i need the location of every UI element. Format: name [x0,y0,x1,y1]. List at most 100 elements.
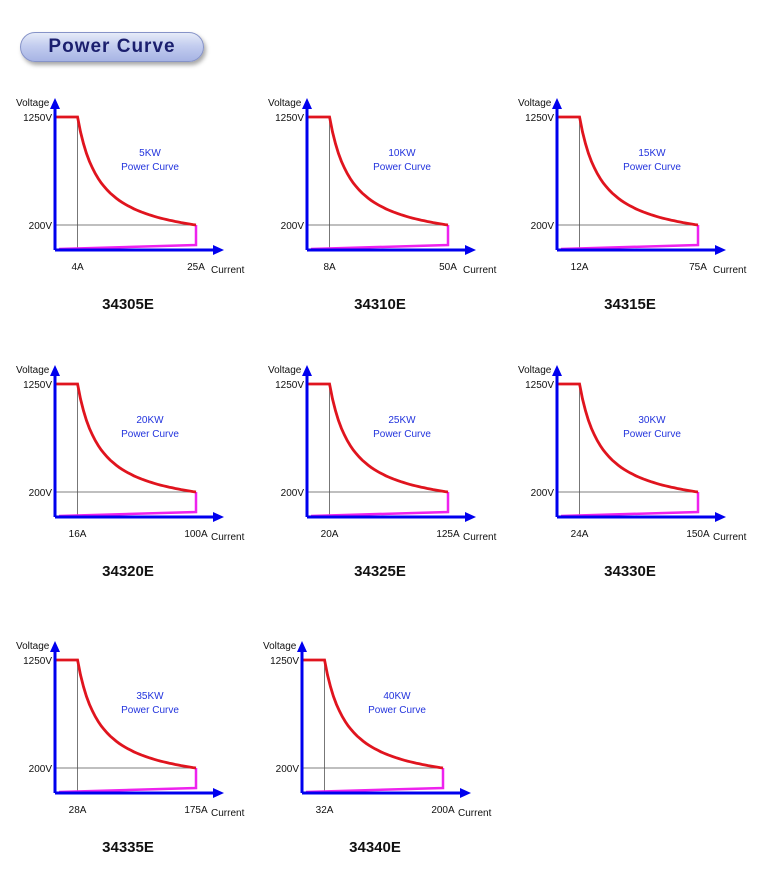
y-axis-arrow-icon [552,98,562,109]
model-number: 34305E [102,296,154,313]
tick-label-v-min: 200V [281,488,305,499]
x-axis-arrow-icon [465,512,476,522]
tick-label-v-min: 200V [29,221,53,232]
tick-label-i-min: 4A [71,262,84,273]
power-rating-label: 30KW [638,415,666,426]
power-rating-label: 5KW [139,148,161,159]
model-number: 34315E [604,296,656,313]
model-number: 34325E [354,563,406,580]
power-curve-chart: Voltage Current 1250V 200V 4A 25A 5KW Power Cur… [0,90,250,330]
y-axis-label: Voltage [16,365,50,376]
tick-label-i-max: 150A [686,529,710,540]
x-axis-label: Current [211,808,245,819]
chart-svg: Voltage Current 1250V 200V 24A 150A 30KW Power … [518,365,747,543]
model-number: 34310E [354,296,406,313]
tick-label-v-max: 1250V [23,656,52,667]
power-rating-label: 40KW [383,691,411,702]
x-axis-arrow-icon [465,245,476,255]
tick-label-i-min: 12A [571,262,589,273]
x-axis-label: Current [211,532,245,543]
y-axis-label: Voltage [268,365,302,376]
model-number: 34330E [604,563,656,580]
power-curve-chart: Voltage Current 1250V 200V 32A 200A 40KW Power … [247,633,497,873]
chart-svg: Voltage Current 1250V 200V 12A 75A 15KW Power C… [518,98,747,276]
y-axis-label: Voltage [263,641,297,652]
power-curve-chart: Voltage Current 1250V 200V 20A 125A 25KW Power … [252,357,502,597]
curve-caption: Power Curve [373,162,431,173]
x-axis-arrow-icon [213,788,224,798]
power-rating-label: 10KW [388,148,416,159]
chart-svg: Voltage Current 1250V 200V 20A 125A 25KW Power … [268,365,497,543]
x-axis-arrow-icon [213,245,224,255]
tick-label-i-max: 125A [436,529,460,540]
y-axis-arrow-icon [50,98,60,109]
chart-svg: Voltage Current 1250V 200V 8A 50A 10KW Power Cu… [268,98,497,276]
chart-svg: Voltage Current 1250V 200V 28A 175A 35KW Power … [16,641,245,819]
power-curve-line [302,658,444,770]
chart-svg: Voltage Current 1250V 200V 16A 100A 20KW Power … [16,365,245,543]
power-curve-title: Power Curve [20,32,204,62]
tick-label-v-min: 200V [281,221,305,232]
power-curve-line [55,658,197,770]
y-axis-label: Voltage [16,98,50,109]
tick-label-i-max: 25A [187,262,205,273]
y-axis-arrow-icon [50,641,60,652]
tick-label-v-max: 1250V [525,380,554,391]
tick-label-v-max: 1250V [23,380,52,391]
power-curve-line [55,382,197,494]
curve-caption: Power Curve [121,162,179,173]
power-curve-line [307,382,449,494]
tick-label-v-min: 200V [276,764,300,775]
x-axis-arrow-icon [213,512,224,522]
tick-label-v-min: 200V [29,764,53,775]
tick-label-i-max: 50A [439,262,457,273]
tick-label-v-min: 200V [531,221,555,232]
tick-label-v-max: 1250V [275,380,304,391]
curve-caption: Power Curve [121,429,179,440]
power-curve-chart: Voltage Current 1250V 200V 8A 50A 10KW Power Cu… [252,90,502,330]
tick-label-i-min: 20A [321,529,339,540]
power-curve-chart: Voltage Current 1250V 200V 16A 100A 20KW Power … [0,357,250,597]
return-line [58,492,198,518]
model-number: 34335E [102,839,154,856]
power-rating-label: 35KW [136,691,164,702]
tick-label-v-max: 1250V [525,113,554,124]
curve-caption: Power Curve [373,429,431,440]
x-axis-arrow-icon [715,512,726,522]
chart-svg: Voltage Current 1250V 200V 32A 200A 40KW Power … [263,641,492,819]
x-axis-label: Current [713,532,747,543]
y-axis-label: Voltage [268,98,302,109]
y-axis-arrow-icon [552,365,562,376]
tick-label-i-min: 24A [571,529,589,540]
power-curve-chart: Voltage Current 1250V 200V 12A 75A 15KW Power C… [502,90,752,330]
tick-label-i-max: 200A [431,805,455,816]
power-curve-chart: Voltage Current 1250V 200V 28A 175A 35KW Power … [0,633,250,873]
power-curve-chart: Voltage Current 1250V 200V 24A 150A 30KW Power … [502,357,752,597]
x-axis-arrow-icon [460,788,471,798]
x-axis-label: Current [463,265,497,276]
tick-label-i-min: 28A [69,805,87,816]
y-axis-arrow-icon [50,365,60,376]
power-rating-label: 20KW [136,415,164,426]
return-line [58,768,198,794]
tick-label-i-min: 16A [69,529,87,540]
return-line [310,225,450,251]
tick-label-i-max: 175A [184,805,208,816]
tick-label-i-min: 32A [316,805,334,816]
x-axis-label: Current [463,532,497,543]
return-line [310,492,450,518]
model-number: 34340E [349,839,401,856]
curve-caption: Power Curve [121,705,179,716]
return-line [560,492,700,518]
y-axis-label: Voltage [518,98,552,109]
chart-svg: Voltage Current 1250V 200V 4A 25A 5KW Power Cur… [16,98,245,276]
power-rating-label: 15KW [638,148,666,159]
model-number: 34320E [102,563,154,580]
y-axis-arrow-icon [302,365,312,376]
curve-caption: Power Curve [368,705,426,716]
y-axis-label: Voltage [518,365,552,376]
x-axis-arrow-icon [715,245,726,255]
y-axis-label: Voltage [16,641,50,652]
tick-label-v-max: 1250V [270,656,299,667]
y-axis-arrow-icon [302,98,312,109]
